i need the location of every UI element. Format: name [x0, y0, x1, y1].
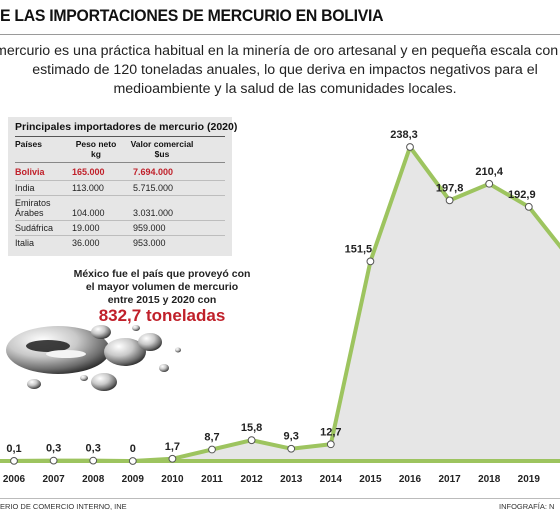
data-label: 0 [130, 443, 136, 455]
data-label: 151,5 [345, 243, 373, 255]
data-point [128, 457, 137, 465]
footer-divider [0, 498, 560, 499]
mexico-callout-text: México fue el país que proveyó con el ma… [73, 268, 251, 306]
x-tick-label: 2016 [399, 474, 422, 485]
cell-country: Italia [15, 238, 35, 248]
cell-weight: 165.000 [72, 167, 105, 177]
source-note: ERIO DE COMERCIO INTERNO, INE [0, 502, 127, 511]
cell-country: Emiratos Árabes [15, 198, 51, 218]
data-point [326, 440, 335, 449]
data-point [287, 444, 296, 453]
x-tick-label: 2013 [280, 474, 303, 485]
cell-country: Sudáfrica [15, 223, 54, 233]
data-point [406, 143, 414, 151]
data-point [208, 445, 216, 454]
data-point [445, 196, 454, 205]
intro-line: mercurio es una práctica habitual en la … [0, 43, 560, 59]
importers-table: Principales importadores de mercurio (20… [8, 117, 237, 256]
cell-country: India [15, 183, 35, 193]
data-label: 238,3 [390, 129, 418, 141]
row-divider [15, 195, 225, 196]
data-label: 210,4 [475, 166, 503, 178]
x-tick-label: 2011 [201, 474, 223, 485]
table-title: Principales importadores de mercurio (20… [15, 121, 238, 133]
x-tick-label: 2014 [320, 474, 343, 485]
row-divider [15, 180, 225, 181]
intro-line: medioambiente y la salud de las comunida… [113, 81, 457, 97]
data-label: 8,7 [204, 432, 219, 444]
title-divider [0, 34, 560, 35]
x-tick-label: 2012 [240, 474, 263, 485]
credit-note: INFOGRAFÍA: N [499, 502, 555, 511]
x-tick-label: 2015 [359, 474, 382, 485]
data-label: 192,9 [508, 189, 536, 201]
cell-value: 7.694.000 [133, 167, 174, 177]
data-point [247, 436, 256, 445]
table-header-value: Valor comercial $us [130, 139, 194, 159]
cell-value: 959.000 [133, 223, 166, 233]
data-label: 0,1 [6, 443, 21, 455]
table-header-country: Países [15, 139, 42, 149]
data-label: 12,7 [320, 426, 341, 438]
data-label: 0,3 [86, 443, 101, 455]
data-label: 1,7 [165, 441, 180, 453]
intro-text: mercurio es una práctica habitual en la … [0, 42, 560, 99]
x-tick-label: 2017 [438, 474, 461, 485]
mexico-callout-value: 832,7 toneladas [98, 306, 226, 325]
x-tick-label: 2009 [122, 474, 145, 485]
data-label: 15,8 [241, 422, 262, 434]
data-label: 9,3 [284, 431, 299, 443]
data-point [49, 456, 58, 465]
cell-country: Bolivia [15, 167, 45, 177]
x-tick-label: 2019 [518, 474, 541, 485]
data-point [524, 202, 533, 211]
data-label: 197,8 [436, 182, 464, 194]
cell-value: 3.031.000 [133, 208, 174, 218]
table-header-divider [15, 162, 225, 163]
data-point [10, 456, 18, 465]
cell-value: 953.000 [133, 238, 166, 248]
cell-weight: 36.000 [72, 238, 100, 248]
x-tick-label: 2008 [82, 474, 105, 485]
data-label: 0,3 [46, 443, 61, 455]
cell-value: 5.715.000 [133, 183, 174, 193]
x-tick-label: 2007 [42, 474, 65, 485]
x-tick-label: 2018 [478, 474, 501, 485]
data-point [168, 454, 177, 463]
row-divider [15, 220, 225, 221]
table-header-weight: Peso neto kg [75, 139, 117, 159]
row-divider [15, 235, 225, 236]
page-title: E LAS IMPORTACIONES DE MERCURIO EN BOLIV… [0, 6, 384, 25]
data-point [485, 179, 494, 188]
intro-line: estimado de 120 toneladas anuales, lo qu… [32, 62, 538, 78]
cell-weight: 104.000 [72, 208, 105, 218]
series-area [14, 147, 560, 461]
mercury-droplets-image [6, 325, 181, 391]
cell-weight: 19.000 [72, 223, 100, 233]
cell-weight: 113.000 [72, 183, 104, 193]
x-tick-label: 2006 [3, 474, 26, 485]
data-point [366, 257, 375, 266]
table-divider [15, 136, 225, 137]
x-tick-label: 2010 [161, 474, 184, 485]
data-point [89, 456, 98, 465]
